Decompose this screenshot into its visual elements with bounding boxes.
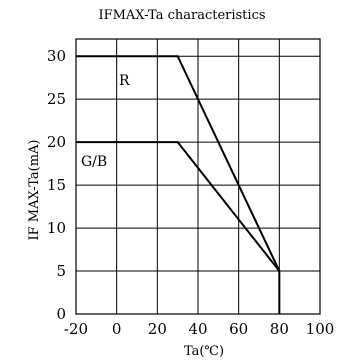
x-tick-label: -20 [64,320,88,338]
grid [76,39,320,314]
series-label-1: G/B [81,154,107,170]
plot-frame [75,38,321,315]
y-tick-label: 20 [47,133,66,151]
series-label-0: R [119,73,130,89]
y-tick-label: 30 [47,47,66,65]
y-tick-label: 15 [47,176,66,194]
y-tick-label: 5 [56,262,66,280]
y-tick-label: 0 [56,305,66,323]
y-tick-label: 25 [47,90,66,108]
x-tick-label: 60 [229,320,248,338]
x-tick-label: 40 [188,320,207,338]
x-tick-label: 0 [112,320,122,338]
x-tick-labels: -20 0 20 40 60 80 100 [64,320,334,338]
plot-border [75,38,321,315]
chart-title: IFMAX-Ta characteristics [98,8,265,23]
series-lines [76,55,281,314]
x-tick-label: 100 [306,320,335,338]
series-line-1 [76,141,281,272]
series-labels: R G/B [81,73,130,170]
series-line-0 [76,55,281,314]
x-tick-label: 80 [270,320,289,338]
x-axis-title: Ta(℃) [184,344,224,359]
x-tick-label: 20 [148,320,167,338]
y-tick-labels: 0 5 10 15 20 25 30 [47,47,66,323]
y-tick-label: 10 [47,219,66,237]
y-axis-title: IF MAX-Ta(mA) [27,140,42,241]
